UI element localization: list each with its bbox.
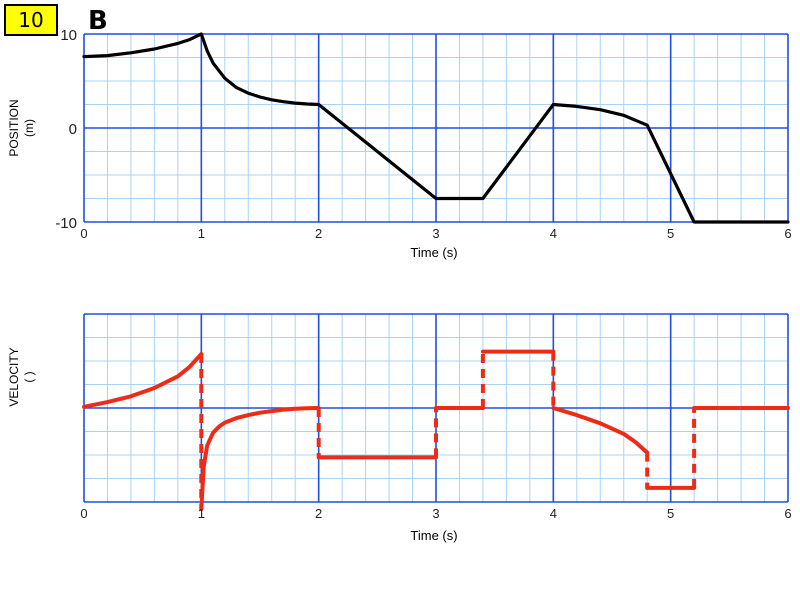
position-x-tick-label: 6	[784, 226, 791, 241]
position-x-tick-label: 3	[432, 226, 439, 241]
velocity-y-axis-unit: ( )	[22, 371, 36, 382]
position-y-tick-label: 10	[60, 27, 77, 44]
panel-letter: B	[88, 6, 108, 36]
velocity-y-axis-label: VELOCITY	[7, 347, 21, 406]
velocity-x-tick-label: 2	[315, 506, 322, 521]
velocity-x-tick-label: 1	[198, 506, 205, 521]
velocity-x-axis-label: Time (s)	[410, 528, 457, 543]
position-x-tick-label: 2	[315, 226, 322, 241]
position-y-tick-label: -10	[55, 215, 77, 232]
velocity-x-tick-label: 4	[550, 506, 557, 521]
velocity-x-tick-label: 3	[432, 506, 439, 521]
position-y-axis-unit: (m)	[22, 119, 36, 137]
velocity-x-tick-label: 5	[667, 506, 674, 521]
velocity-x-tick-label: 6	[784, 506, 791, 521]
slide-number-badge: 10	[4, 4, 58, 36]
position-x-axis-label: Time (s)	[410, 245, 457, 260]
position-y-axis-label: POSITION	[7, 99, 21, 156]
position-x-tick-label: 1	[198, 226, 205, 241]
position-y-tick-label: 0	[69, 121, 77, 138]
velocity-time-chart: 0 1 2 3 4 5 6 VELOCITY ( ) Time (s)	[7, 313, 792, 543]
velocity-series-line	[82, 352, 204, 409]
velocity-series-line	[551, 406, 650, 455]
position-x-tick-label: 4	[550, 226, 557, 241]
position-x-tick-label: 0	[80, 226, 87, 241]
position-series-line	[82, 32, 790, 224]
velocity-series-line	[199, 406, 321, 512]
velocity-x-tick-label: 0	[80, 506, 87, 521]
position-x-tick-label: 5	[667, 226, 674, 241]
